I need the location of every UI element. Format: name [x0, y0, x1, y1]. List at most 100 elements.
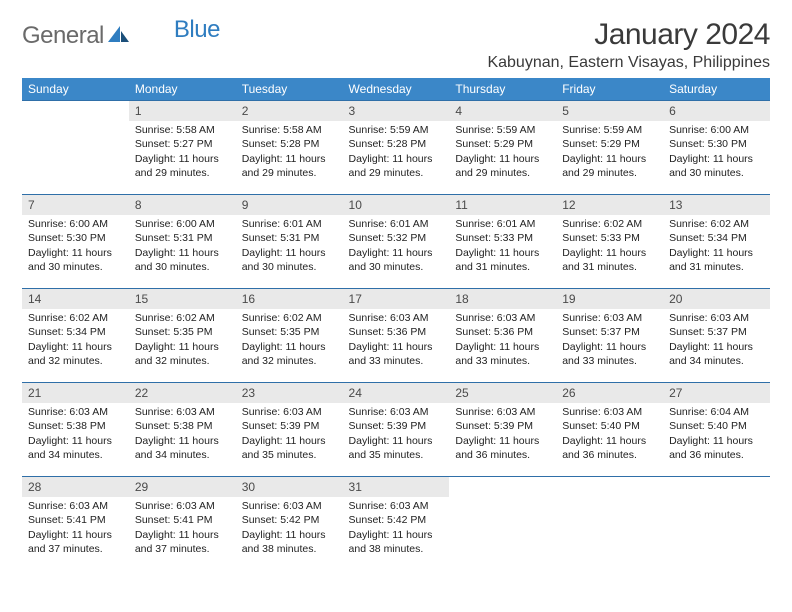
day-body: Sunrise: 6:04 AMSunset: 5:40 PMDaylight:…	[663, 403, 770, 466]
weekday-header-cell: Saturday	[663, 78, 770, 101]
sunrise-line: Sunrise: 6:03 AM	[135, 499, 230, 513]
day-number: 6	[663, 101, 770, 121]
sunrise-line: Sunrise: 6:03 AM	[562, 311, 657, 325]
day-number: 9	[236, 195, 343, 215]
weekday-header-cell: Monday	[129, 78, 236, 101]
sunrise-line: Sunrise: 6:04 AM	[669, 405, 764, 419]
sunrise-line: Sunrise: 6:02 AM	[242, 311, 337, 325]
sunset-line: Sunset: 5:37 PM	[669, 325, 764, 339]
daylight-line: Daylight: 11 hours and 33 minutes.	[349, 340, 444, 368]
day-number: 31	[343, 477, 450, 497]
daylight-line: Daylight: 11 hours and 30 minutes.	[135, 246, 230, 274]
daylight-line: Daylight: 11 hours and 30 minutes.	[349, 246, 444, 274]
daylight-line: Daylight: 11 hours and 29 minutes.	[562, 152, 657, 180]
day-body: Sunrise: 6:01 AMSunset: 5:33 PMDaylight:…	[449, 215, 556, 278]
sunset-line: Sunset: 5:39 PM	[242, 419, 337, 433]
day-number: 8	[129, 195, 236, 215]
sunrise-line: Sunrise: 5:58 AM	[135, 123, 230, 137]
day-number: 30	[236, 477, 343, 497]
day-number: 4	[449, 101, 556, 121]
sunrise-line: Sunrise: 6:02 AM	[669, 217, 764, 231]
day-number: 7	[22, 195, 129, 215]
calendar-day-cell: 29Sunrise: 6:03 AMSunset: 5:41 PMDayligh…	[129, 477, 236, 571]
sunrise-line: Sunrise: 5:59 AM	[349, 123, 444, 137]
calendar-day-cell: 4Sunrise: 5:59 AMSunset: 5:29 PMDaylight…	[449, 101, 556, 195]
sunset-line: Sunset: 5:40 PM	[669, 419, 764, 433]
day-body: Sunrise: 6:03 AMSunset: 5:36 PMDaylight:…	[343, 309, 450, 372]
daylight-line: Daylight: 11 hours and 32 minutes.	[242, 340, 337, 368]
daylight-line: Daylight: 11 hours and 29 minutes.	[455, 152, 550, 180]
daylight-line: Daylight: 11 hours and 36 minutes.	[669, 434, 764, 462]
brand-name-part2: Blue	[174, 16, 220, 44]
weekday-header-cell: Thursday	[449, 78, 556, 101]
sunset-line: Sunset: 5:30 PM	[28, 231, 123, 245]
daylight-line: Daylight: 11 hours and 32 minutes.	[135, 340, 230, 368]
day-body: Sunrise: 6:03 AMSunset: 5:36 PMDaylight:…	[449, 309, 556, 372]
daylight-line: Daylight: 11 hours and 33 minutes.	[562, 340, 657, 368]
sunset-line: Sunset: 5:33 PM	[455, 231, 550, 245]
daylight-line: Daylight: 11 hours and 32 minutes.	[28, 340, 123, 368]
daylight-line: Daylight: 11 hours and 35 minutes.	[242, 434, 337, 462]
calendar-day-cell	[663, 477, 770, 571]
title-block: January 2024 Kabuynan, Eastern Visayas, …	[487, 18, 770, 72]
sunrise-line: Sunrise: 6:03 AM	[242, 405, 337, 419]
daylight-line: Daylight: 11 hours and 30 minutes.	[242, 246, 337, 274]
day-body: Sunrise: 5:58 AMSunset: 5:27 PMDaylight:…	[129, 121, 236, 184]
sunrise-line: Sunrise: 6:00 AM	[135, 217, 230, 231]
weekday-header-cell: Friday	[556, 78, 663, 101]
day-body: Sunrise: 5:59 AMSunset: 5:29 PMDaylight:…	[556, 121, 663, 184]
day-body: Sunrise: 6:02 AMSunset: 5:35 PMDaylight:…	[236, 309, 343, 372]
day-number: 22	[129, 383, 236, 403]
day-number: 20	[663, 289, 770, 309]
calendar-day-cell: 20Sunrise: 6:03 AMSunset: 5:37 PMDayligh…	[663, 289, 770, 383]
sunset-line: Sunset: 5:36 PM	[349, 325, 444, 339]
sunrise-line: Sunrise: 6:03 AM	[349, 499, 444, 513]
calendar-day-cell: 16Sunrise: 6:02 AMSunset: 5:35 PMDayligh…	[236, 289, 343, 383]
calendar-day-cell: 21Sunrise: 6:03 AMSunset: 5:38 PMDayligh…	[22, 383, 129, 477]
day-body: Sunrise: 6:03 AMSunset: 5:41 PMDaylight:…	[129, 497, 236, 560]
day-body: Sunrise: 6:03 AMSunset: 5:42 PMDaylight:…	[343, 497, 450, 560]
sunrise-line: Sunrise: 6:03 AM	[349, 311, 444, 325]
day-body: Sunrise: 6:03 AMSunset: 5:38 PMDaylight:…	[22, 403, 129, 466]
calendar-day-cell: 17Sunrise: 6:03 AMSunset: 5:36 PMDayligh…	[343, 289, 450, 383]
day-body: Sunrise: 6:00 AMSunset: 5:30 PMDaylight:…	[22, 215, 129, 278]
sunset-line: Sunset: 5:29 PM	[562, 137, 657, 151]
day-body: Sunrise: 6:03 AMSunset: 5:37 PMDaylight:…	[663, 309, 770, 372]
sunrise-line: Sunrise: 6:03 AM	[28, 405, 123, 419]
calendar-day-cell: 27Sunrise: 6:04 AMSunset: 5:40 PMDayligh…	[663, 383, 770, 477]
calendar-day-cell	[556, 477, 663, 571]
daylight-line: Daylight: 11 hours and 31 minutes.	[562, 246, 657, 274]
day-number: 10	[343, 195, 450, 215]
daylight-line: Daylight: 11 hours and 31 minutes.	[669, 246, 764, 274]
calendar-day-cell: 1Sunrise: 5:58 AMSunset: 5:27 PMDaylight…	[129, 101, 236, 195]
brand-logo: General Blue	[22, 22, 220, 50]
daylight-line: Daylight: 11 hours and 37 minutes.	[28, 528, 123, 556]
sunset-line: Sunset: 5:42 PM	[242, 513, 337, 527]
calendar-day-cell: 10Sunrise: 6:01 AMSunset: 5:32 PMDayligh…	[343, 195, 450, 289]
calendar-day-cell	[22, 101, 129, 195]
day-number: 29	[129, 477, 236, 497]
sunrise-line: Sunrise: 6:03 AM	[455, 405, 550, 419]
day-body: Sunrise: 5:59 AMSunset: 5:29 PMDaylight:…	[449, 121, 556, 184]
sunrise-line: Sunrise: 6:03 AM	[242, 499, 337, 513]
day-body: Sunrise: 6:02 AMSunset: 5:34 PMDaylight:…	[663, 215, 770, 278]
day-number: 15	[129, 289, 236, 309]
day-body: Sunrise: 5:59 AMSunset: 5:28 PMDaylight:…	[343, 121, 450, 184]
month-title: January 2024	[487, 18, 770, 52]
day-body: Sunrise: 6:01 AMSunset: 5:32 PMDaylight:…	[343, 215, 450, 278]
calendar-day-cell: 30Sunrise: 6:03 AMSunset: 5:42 PMDayligh…	[236, 477, 343, 571]
calendar-day-cell: 28Sunrise: 6:03 AMSunset: 5:41 PMDayligh…	[22, 477, 129, 571]
sunrise-line: Sunrise: 6:00 AM	[28, 217, 123, 231]
sunset-line: Sunset: 5:27 PM	[135, 137, 230, 151]
sunset-line: Sunset: 5:42 PM	[349, 513, 444, 527]
sunrise-line: Sunrise: 6:02 AM	[28, 311, 123, 325]
day-number: 23	[236, 383, 343, 403]
sunset-line: Sunset: 5:28 PM	[242, 137, 337, 151]
sunset-line: Sunset: 5:31 PM	[242, 231, 337, 245]
sunset-line: Sunset: 5:38 PM	[28, 419, 123, 433]
day-body: Sunrise: 6:03 AMSunset: 5:39 PMDaylight:…	[449, 403, 556, 466]
sunset-line: Sunset: 5:36 PM	[455, 325, 550, 339]
calendar-day-cell: 31Sunrise: 6:03 AMSunset: 5:42 PMDayligh…	[343, 477, 450, 571]
calendar-day-cell	[449, 477, 556, 571]
calendar-day-cell: 22Sunrise: 6:03 AMSunset: 5:38 PMDayligh…	[129, 383, 236, 477]
